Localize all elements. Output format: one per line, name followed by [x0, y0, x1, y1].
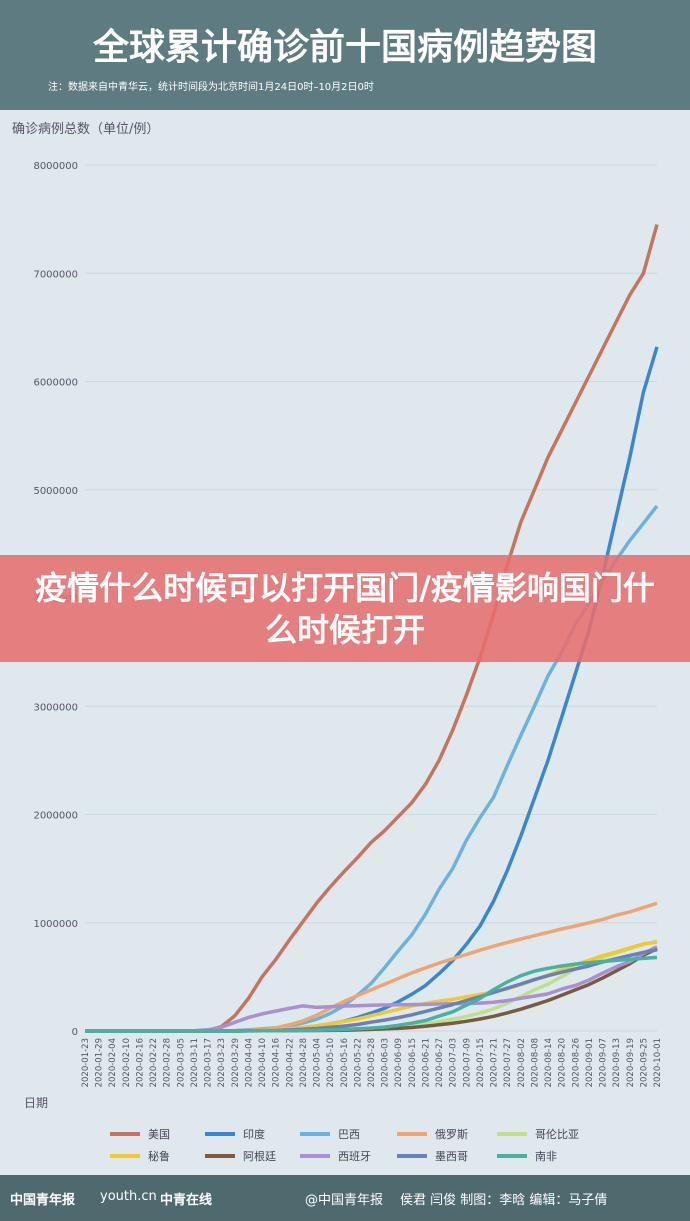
x-tick-label: 2020-09-19: [626, 1038, 636, 1087]
x-axis-label: 日期: [24, 1096, 48, 1110]
legend-label: 哥伦比亚: [535, 1127, 579, 1141]
y-tick-label: 3000000: [33, 702, 78, 713]
x-tick-label: 2020-06-03: [381, 1038, 391, 1087]
y-tick-label: 6000000: [33, 378, 78, 389]
y-tick-label: 5000000: [33, 486, 78, 497]
x-tick-label: 2020-09-07: [599, 1038, 609, 1087]
x-tick-label: 2020-07-21: [490, 1038, 500, 1087]
x-tick-label: 2020-06-27: [435, 1038, 445, 1087]
legend-label: 阿根廷: [243, 1149, 276, 1163]
legend-label: 巴西: [338, 1128, 360, 1141]
title: 全球累计确诊前十国病例趋势图: [92, 27, 597, 68]
x-tick-label: 2020-10-01: [653, 1038, 663, 1087]
x-tick-label: 2020-08-02: [517, 1038, 527, 1087]
y-tick-label: 1000000: [33, 919, 78, 930]
x-tick-label: 2020-04-04: [244, 1038, 254, 1087]
logo: 中国青年报: [10, 1193, 76, 1208]
legend-label: 印度: [243, 1127, 265, 1141]
y-tick-label: 8000000: [33, 161, 78, 172]
legend-label: 墨西哥: [435, 1150, 468, 1163]
legend-label: 西班牙: [338, 1150, 371, 1163]
x-tick-label: 2020-02-22: [149, 1038, 159, 1087]
x-tick-label: 2020-08-26: [571, 1038, 581, 1087]
chart: 确诊病例总数（单位/例） 日期 010000002000000300000040…: [12, 122, 663, 1163]
x-tick-label: 2020-01-23: [81, 1038, 91, 1087]
x-tick-label: 2020-04-10: [258, 1038, 268, 1087]
x-tick-label: 2020-03-29: [231, 1038, 241, 1087]
y-tick-label: 2000000: [33, 811, 78, 822]
x-tick-label: 2020-05-04: [313, 1038, 323, 1087]
x-tick-label: 2020-01-29: [95, 1038, 105, 1087]
header: 全球累计确诊前十国病例趋势图 注：数据来自中青华云，统计时间段为北京时间1月24…: [0, 0, 690, 110]
y-tick-label: 7000000: [33, 269, 78, 280]
x-tick-label: 2020-09-01: [585, 1038, 595, 1087]
x-tick-label: 2020-08-08: [530, 1038, 540, 1087]
x-tick-label: 2020-09-13: [612, 1038, 622, 1087]
x-tick-label: 2020-05-10: [326, 1038, 336, 1087]
x-tick-label: 2020-06-21: [421, 1038, 431, 1087]
legend-label: 秘鲁: [148, 1149, 170, 1163]
x-tick-label: 2020-04-22: [285, 1038, 295, 1087]
subtitle: 注：数据来自中青华云，统计时间段为北京时间1月24日0时–10月2日0时: [48, 82, 374, 93]
logo: 中青在线: [160, 1193, 213, 1208]
credit: 侯君 闫俊 制图：李晗 编辑：马子倩: [400, 1193, 608, 1208]
y-tick-label: 0: [72, 1027, 78, 1038]
x-tick-label: 2020-03-05: [176, 1038, 186, 1087]
logo: youth.cn: [100, 1189, 157, 1204]
x-tick-label: 2020-02-04: [108, 1038, 118, 1087]
legend-label: 美国: [148, 1128, 170, 1141]
x-tick-label: 2020-06-15: [408, 1038, 418, 1087]
legend-label: 南非: [535, 1150, 557, 1163]
x-tick-label: 2020-04-16: [272, 1038, 282, 1087]
x-tick-label: 2020-05-22: [353, 1038, 363, 1087]
x-tick-label: 2020-05-16: [340, 1038, 350, 1087]
y-axis-label: 确诊病例总数（单位/例）: [12, 122, 159, 137]
x-tick-label: 2020-03-23: [217, 1038, 227, 1087]
banner: 疫情什么时候可以打开国门/疫情影响国门什么时候打开: [0, 555, 690, 662]
x-tick-label: 2020-02-10: [122, 1038, 132, 1087]
x-tick-label: 2020-05-28: [367, 1038, 377, 1087]
x-tick-label: 2020-08-20: [558, 1038, 568, 1087]
x-tick-label: 2020-02-28: [163, 1038, 173, 1087]
legend-label: 俄罗斯: [435, 1128, 468, 1141]
x-tick-label: 2020-07-09: [462, 1038, 472, 1087]
x-tick-label: 2020-07-03: [449, 1038, 459, 1087]
x-tick-label: 2020-03-17: [204, 1038, 214, 1087]
x-tick-label: 2020-08-14: [544, 1038, 554, 1087]
x-tick-label: 2020-03-11: [190, 1038, 200, 1087]
x-tick-label: 2020-07-15: [476, 1038, 486, 1087]
banner-text: 疫情什么时候可以打开国门/疫情影响国门什么时候打开: [35, 568, 655, 649]
x-tick-label: 2020-09-25: [639, 1038, 649, 1087]
x-tick-label: 2020-06-09: [394, 1038, 404, 1087]
footer: 中国青年报 youth.cn 中青在线 @中国青年报 侯君 闫俊 制图：李晗 编…: [0, 1175, 690, 1221]
x-tick-label: 2020-07-27: [503, 1038, 513, 1087]
weibo: @中国青年报: [305, 1193, 384, 1208]
series-line: [85, 955, 658, 1033]
x-tick-label: 2020-04-28: [299, 1038, 309, 1087]
x-tick-label: 2020-02-16: [135, 1038, 145, 1087]
